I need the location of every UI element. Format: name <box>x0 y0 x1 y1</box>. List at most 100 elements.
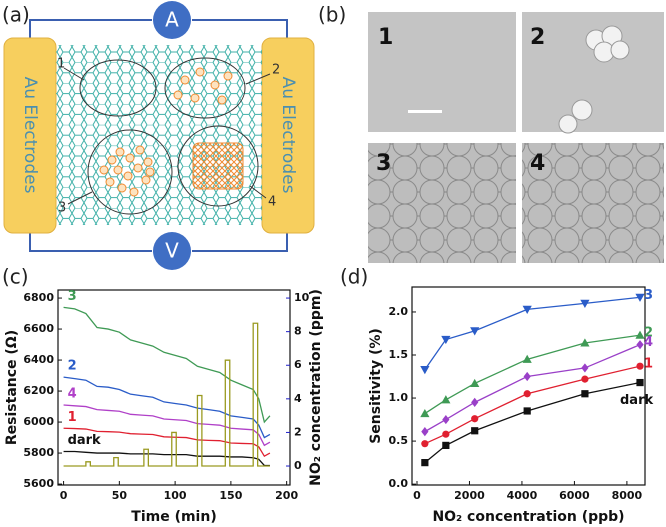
marker <box>580 338 590 347</box>
marker <box>421 440 429 448</box>
micrograph <box>368 143 516 263</box>
marker <box>636 362 644 370</box>
series-label: 1 <box>644 357 653 372</box>
voltmeter-label: V <box>165 239 179 263</box>
marker <box>441 395 451 404</box>
marker <box>581 363 589 373</box>
series-line <box>63 306 271 424</box>
electrode-label: Au Electrodes <box>20 77 40 194</box>
y2-tick-label: 8 <box>294 325 302 338</box>
marker <box>635 293 645 302</box>
y-tick-label: 6400 <box>23 353 54 366</box>
series-line <box>424 296 641 371</box>
x-tick-label: 6000 <box>559 489 590 502</box>
x-tick-label: 0 <box>413 489 421 502</box>
micrograph-label: 3 <box>376 151 391 176</box>
y-tick-label: 6600 <box>23 322 54 335</box>
y2-tick-label: 6 <box>294 358 302 371</box>
series-line <box>424 365 641 445</box>
panel-label: (c) <box>2 265 29 289</box>
region <box>164 57 246 119</box>
marker <box>523 407 531 415</box>
marker <box>442 414 450 425</box>
y-axis-title: Sensitivity (%) <box>368 328 384 444</box>
series-label: dark <box>620 393 653 408</box>
y-tick-label: 6000 <box>23 415 54 428</box>
x-axis-title: Time (min) <box>131 509 216 525</box>
series-line <box>63 404 271 447</box>
x-tick-label: 8000 <box>612 489 643 502</box>
marker <box>421 427 429 437</box>
marker <box>636 340 644 350</box>
y-tick-label: 6200 <box>23 384 54 397</box>
marker <box>420 408 430 418</box>
series-line <box>424 381 641 464</box>
y-tick-label: 2.0 <box>389 305 409 318</box>
plot-frame <box>411 286 646 486</box>
panel-label: (b) <box>318 3 346 27</box>
y-axis-title: Resistance (Ω) <box>4 330 20 445</box>
marker <box>523 390 531 398</box>
series-label: 2 <box>68 359 77 374</box>
x-tick-label: 150 <box>219 489 242 502</box>
series-label: 3 <box>644 288 653 303</box>
region <box>79 59 157 117</box>
marker <box>580 299 590 308</box>
series-label: dark <box>68 433 101 448</box>
marker <box>522 305 532 314</box>
marker <box>471 415 479 423</box>
x-axis-title: NO₂ concentration (ppb) <box>432 509 624 525</box>
x-tick-label: 0 <box>60 489 68 502</box>
region-label: 2 <box>272 63 280 78</box>
micrograph <box>522 143 664 263</box>
region <box>87 129 173 215</box>
region-label: 3 <box>58 201 66 216</box>
leader <box>63 67 271 205</box>
x-tick-label: 4000 <box>507 489 538 502</box>
y-tick-label: 0.0 <box>389 477 409 490</box>
spheres <box>558 25 630 134</box>
series-line <box>63 376 271 439</box>
series-label: 4 <box>68 387 77 402</box>
marker <box>581 390 589 398</box>
series-line <box>63 450 270 467</box>
series-line <box>424 344 641 433</box>
particles <box>99 67 233 197</box>
marker <box>442 441 450 449</box>
region <box>177 125 259 207</box>
y-tick-label: 5600 <box>23 477 54 490</box>
micrograph-label: 1 <box>378 25 393 50</box>
y2-axis-title: NO₂ concentration (ppm) <box>308 289 324 486</box>
marker <box>522 354 532 363</box>
y2-tick-label: 0 <box>294 459 302 472</box>
region-label: 1 <box>57 57 65 72</box>
device-diagram: A V Au Electrodes Au Electrodes 1 2 3 4 <box>3 1 315 270</box>
region-label: 4 <box>268 195 276 210</box>
marker <box>470 327 480 336</box>
marker <box>470 378 480 388</box>
series-line <box>63 427 271 458</box>
micrograph-label: 4 <box>530 151 545 176</box>
marker <box>421 459 429 467</box>
x-tick-label: 50 <box>112 489 128 502</box>
y-tick-label: 1.5 <box>389 348 409 361</box>
marker <box>442 430 450 438</box>
marker <box>441 335 451 345</box>
y2-tick-label: 4 <box>294 392 302 405</box>
series-label: 1 <box>68 410 77 425</box>
series-line <box>63 322 270 467</box>
series-label: 3 <box>68 289 77 304</box>
marker <box>635 330 645 339</box>
electrode-label: Au Electrodes <box>278 77 298 194</box>
voltmeter <box>153 232 191 270</box>
particle-film <box>192 142 244 190</box>
micrographs: 1 2 3 4 <box>368 12 664 263</box>
micrograph-label: 2 <box>530 25 545 50</box>
ammeter-label: A <box>165 8 179 32</box>
marker <box>636 378 644 387</box>
x-tick-label: 2000 <box>454 489 485 502</box>
marker <box>471 427 479 435</box>
wire <box>29 19 288 252</box>
y2-tick-label: 10 <box>294 291 310 304</box>
